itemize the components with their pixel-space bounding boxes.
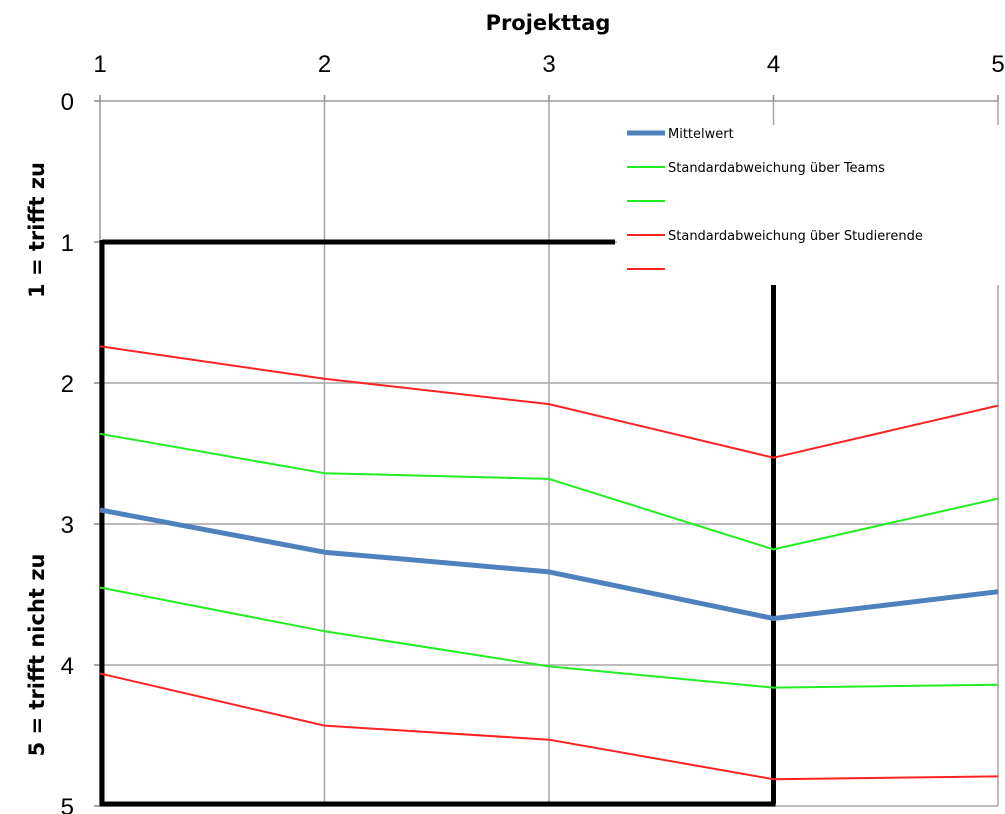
series-layer — [99, 345, 999, 781]
y-axis-title-bottom: 5 = trifft nicht zu — [25, 554, 49, 757]
y-tick-label-2: 2 — [61, 371, 74, 398]
x-tick-label-2: 2 — [318, 51, 331, 78]
x-tick-label-1: 1 — [93, 51, 106, 78]
x-tick-label-5: 5 — [991, 51, 1004, 78]
y-tick-label-1: 1 — [61, 230, 74, 257]
legend: Mittelwert Standardabweichung über Teams S… — [617, 125, 1000, 285]
y-tick-label-3: 3 — [61, 512, 74, 539]
series-line-0 — [99, 507, 999, 621]
y-tick-label-5: 5 — [61, 794, 74, 814]
series-line-3 — [99, 345, 999, 459]
y-tick-label-0: 0 — [61, 89, 74, 116]
x-tick-labels: 1 2 3 4 5 — [93, 51, 1004, 78]
legend-background — [617, 125, 1000, 285]
highlight-box — [99, 239, 776, 807]
series-line-4 — [99, 672, 999, 781]
series-line-1 — [99, 432, 999, 551]
y-tick-label-4: 4 — [61, 653, 74, 680]
legend-label-0: Mittelwert — [668, 127, 734, 142]
y-axis-title-top: 1 = trifft zu — [25, 162, 49, 298]
legend-label-1: Standardabweichung über Teams — [668, 161, 885, 176]
x-axis-title: Projekttag — [486, 11, 611, 35]
x-tick-label-3: 3 — [542, 51, 555, 78]
x-tick-label-4: 4 — [767, 51, 780, 78]
series-line-2 — [99, 586, 999, 689]
legend-label-3: Standardabweichung über Studierende — [668, 229, 923, 244]
y-tick-labels: 0 1 2 3 4 5 — [61, 89, 74, 814]
